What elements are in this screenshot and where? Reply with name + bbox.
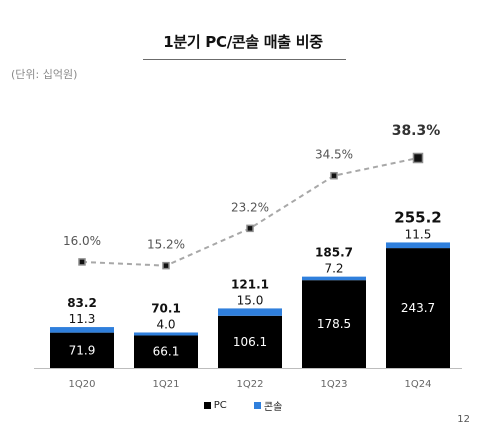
ratio-label: 23.2% xyxy=(231,200,269,214)
ratio-label: 15.2% xyxy=(147,238,185,252)
ratio-marker xyxy=(162,261,170,270)
bar-pc-value: 106.1 xyxy=(233,335,267,349)
bar-console-value: 11.3 xyxy=(69,312,96,326)
x-tick-label: 1Q20 xyxy=(69,379,96,390)
bar-pc-value: 66.1 xyxy=(153,345,180,359)
unit-note: (단위: 십억원) xyxy=(11,68,78,81)
x-tick-label: 1Q21 xyxy=(153,379,180,390)
bar-total-value: 70.1 xyxy=(151,301,181,315)
bar-console xyxy=(134,332,198,336)
bar-console xyxy=(302,276,366,281)
bar-pc xyxy=(218,315,282,368)
ratio-label: 34.5% xyxy=(315,148,353,162)
title-underline xyxy=(143,59,346,60)
bar-console-value: 15.0 xyxy=(237,293,264,307)
bar-pc xyxy=(302,280,366,368)
bar-pc-value: 178.5 xyxy=(317,317,351,331)
legend-label-pc: PC xyxy=(213,400,227,411)
ratio-marker xyxy=(330,171,338,180)
ratio-marker xyxy=(412,152,424,164)
bar-console xyxy=(386,242,450,249)
legend-item-console: 콘솔 xyxy=(253,398,283,413)
ratio-label: 38.3% xyxy=(392,123,441,139)
legend-label-console: 콘솔 xyxy=(263,402,283,413)
bar-total-value: 121.1 xyxy=(231,277,269,291)
legend-swatch-pc xyxy=(203,402,211,409)
bar-pc xyxy=(386,248,450,368)
bar-console-value: 7.2 xyxy=(324,262,343,276)
x-tick-label: 1Q22 xyxy=(237,379,264,390)
legend: PC 콘솔 xyxy=(0,398,486,413)
legend-swatch-console xyxy=(253,402,261,409)
chart-title: 1분기 PC/콘솔 매출 비중 xyxy=(163,33,323,51)
x-tick-label: 1Q24 xyxy=(405,379,432,390)
bar-console-value: 11.5 xyxy=(405,227,432,241)
bar-pc xyxy=(50,332,114,368)
bar-pc xyxy=(134,335,198,368)
ratio-marker xyxy=(78,258,86,266)
bar-total-value: 83.2 xyxy=(67,296,97,310)
bar-console-value: 4.0 xyxy=(156,317,175,331)
bar-total-value: 255.2 xyxy=(394,208,441,226)
ratio-label: 16.0% xyxy=(63,234,101,248)
bar-pc-value: 243.7 xyxy=(401,301,435,315)
x-tick-label: 1Q23 xyxy=(321,379,348,390)
bar-console xyxy=(50,327,114,333)
page-number: 12 xyxy=(457,414,470,425)
ratio-marker xyxy=(246,224,254,233)
bar-pc-value: 71.9 xyxy=(69,343,96,357)
bar-total-value: 185.7 xyxy=(315,246,353,260)
bar-console xyxy=(218,308,282,316)
legend-item-pc: PC xyxy=(203,400,227,411)
